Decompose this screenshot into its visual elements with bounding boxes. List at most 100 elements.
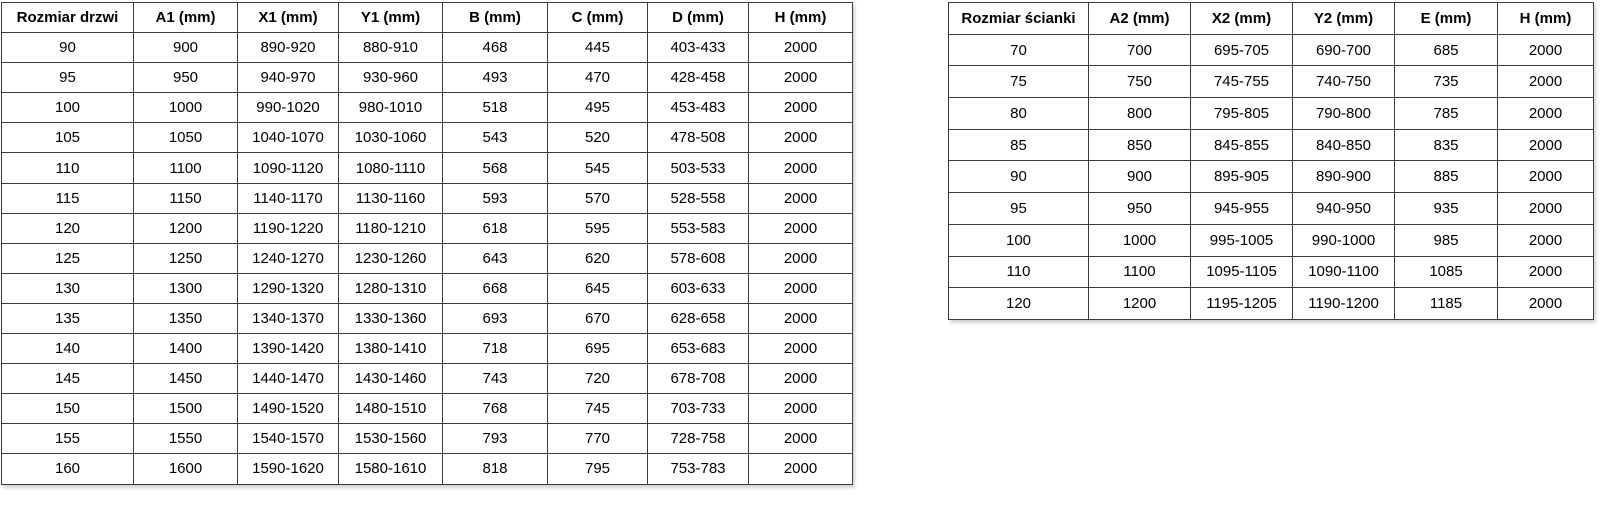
table-row: 130 1300 1290-1320 1280-1310 668 645 603-633 20… (1, 272, 853, 304)
table-cell: 750 (1088, 65, 1191, 99)
table-cell: 880-910 (338, 32, 443, 64)
table-cell: 685 (1394, 33, 1498, 67)
table-row: 120 1200 1195-1205 1190-1200 1185 2000 (948, 287, 1594, 320)
table-cell: 618 (442, 212, 548, 244)
table-cell: 570 (547, 182, 648, 214)
table-cell: 2000 (748, 212, 853, 244)
table-row: 90 900 890-920 880-910 468 445 403-433 2000 (1, 32, 853, 64)
table-cell: 990-1020 (237, 92, 339, 124)
table-cell: 1380-1410 (338, 333, 443, 365)
table-cell: 445 (547, 32, 648, 64)
table-cell: 1040-1070 (237, 122, 339, 154)
column-header: D (mm) (647, 1, 749, 34)
table-cell: 1330-1360 (338, 302, 443, 335)
table-cell: 2000 (748, 333, 853, 365)
table-cell: 1100 (1088, 255, 1191, 289)
table-row: 100 1000 990-1020 980-1010 518 495 453-483 2000 (1, 92, 853, 124)
table-cell: 593 (442, 182, 548, 214)
table-row: 160 1600 1590-1620 1580-1610 818 795 753-783 20… (1, 453, 853, 485)
table-cell: 1480-1510 (338, 393, 443, 425)
table-cell: 1590-1620 (237, 453, 339, 485)
table-cell: 835 (1394, 128, 1498, 162)
column-header: Y1 (mm) (338, 1, 443, 34)
table-row: 125 1250 1240-1270 1230-1260 643 620 578-608 20… (1, 242, 853, 274)
table-cell: 2000 (1497, 223, 1594, 257)
table-cell: 453-483 (647, 92, 749, 124)
table-cell: 620 (547, 242, 648, 274)
table-cell: 790-800 (1292, 97, 1395, 130)
table-cell: 493 (442, 62, 548, 94)
table-cell: 155 (1, 423, 134, 455)
table-cell: 568 (442, 152, 548, 184)
table-cell: 885 (1394, 160, 1498, 194)
table-cell: 1230-1260 (338, 242, 443, 274)
table-cell: 1540-1570 (237, 423, 339, 455)
table-row: 95 950 945-955 940-950 935 2000 (948, 192, 1594, 225)
table-cell: 935 (1394, 192, 1498, 225)
table-row: 70 700 695-705 690-700 685 2000 (948, 33, 1594, 67)
table-cell: 140 (1, 333, 134, 365)
table-row: 105 1050 1040-1070 1030-1060 543 520 478-508 20… (1, 122, 853, 154)
table-cell: 1030-1060 (338, 122, 443, 154)
table-cell: 90 (948, 160, 1089, 194)
table-cell: 850 (1088, 128, 1191, 162)
table-cell: 950 (133, 62, 238, 94)
table-cell: 2000 (748, 363, 853, 395)
table-cell: 950 (1088, 192, 1191, 225)
table-cell: 95 (1, 62, 134, 94)
table-cell: 105 (1, 122, 134, 154)
column-header: A2 (mm) (1088, 2, 1191, 35)
table-cell: 720 (547, 363, 648, 395)
table-cell: 2000 (748, 62, 853, 94)
table-cell: 1085 (1394, 255, 1498, 289)
table-cell: 653-683 (647, 333, 749, 365)
table-cell: 795 (547, 453, 648, 485)
table-cell: 2000 (748, 393, 853, 425)
table-cell: 1450 (133, 363, 238, 395)
table-cell: 1600 (133, 453, 238, 485)
table-cell: 1185 (1394, 287, 1498, 320)
table-cell: 100 (948, 223, 1089, 257)
table-cell: 753-783 (647, 453, 749, 485)
table-cell: 125 (1, 242, 134, 274)
table-cell: 95 (948, 192, 1089, 225)
table-row: 140 1400 1390-1420 1380-1410 718 695 653-683 20… (1, 333, 853, 365)
table-cell: 1250 (133, 242, 238, 274)
table-cell: 770 (547, 423, 648, 455)
table-row: 75 750 745-755 740-750 735 2000 (948, 65, 1594, 99)
table-cell: 745 (547, 393, 648, 425)
column-header: X2 (mm) (1190, 2, 1293, 35)
column-header: Rozmiar ścianki (948, 2, 1089, 35)
header-row: Rozmiar drzwi A1 (mm) X1 (mm) Y1 (mm) B (mm)… (1, 1, 853, 34)
table-cell: 1290-1320 (237, 272, 339, 304)
table-cell: 840-850 (1292, 128, 1395, 162)
table-row: 120 1200 1190-1220 1180-1210 618 595 553-583 20… (1, 212, 853, 244)
table-cell: 2000 (1497, 33, 1594, 67)
table-cell: 990-1000 (1292, 223, 1395, 257)
table-cell: 130 (1, 272, 134, 304)
table-cell: 1550 (133, 423, 238, 455)
table-cell: 470 (547, 62, 648, 94)
table-cell: 995-1005 (1190, 223, 1293, 257)
table-cell: 1090-1100 (1292, 255, 1395, 289)
table-cell: 940-950 (1292, 192, 1395, 225)
table-cell: 1430-1460 (338, 363, 443, 395)
table-cell: 2000 (748, 122, 853, 154)
table-cell: 145 (1, 363, 134, 395)
table-row: 80 800 795-805 790-800 785 2000 (948, 97, 1594, 130)
table-row: 135 1350 1340-1370 1330-1360 693 670 628-658 20… (1, 302, 853, 335)
table-cell: 520 (547, 122, 648, 154)
table-cell: 695 (547, 333, 648, 365)
table-cell: 670 (547, 302, 648, 335)
table-cell: 1000 (1088, 223, 1191, 257)
table-cell: 110 (1, 152, 134, 184)
table-cell: 518 (442, 92, 548, 124)
table-cell: 2000 (748, 32, 853, 64)
table-cell: 545 (547, 152, 648, 184)
table-cell: 1000 (133, 92, 238, 124)
column-header: E (mm) (1394, 2, 1498, 35)
table-cell: 578-608 (647, 242, 749, 274)
table-cell: 543 (442, 122, 548, 154)
table-row: 90 900 895-905 890-900 885 2000 (948, 160, 1594, 194)
